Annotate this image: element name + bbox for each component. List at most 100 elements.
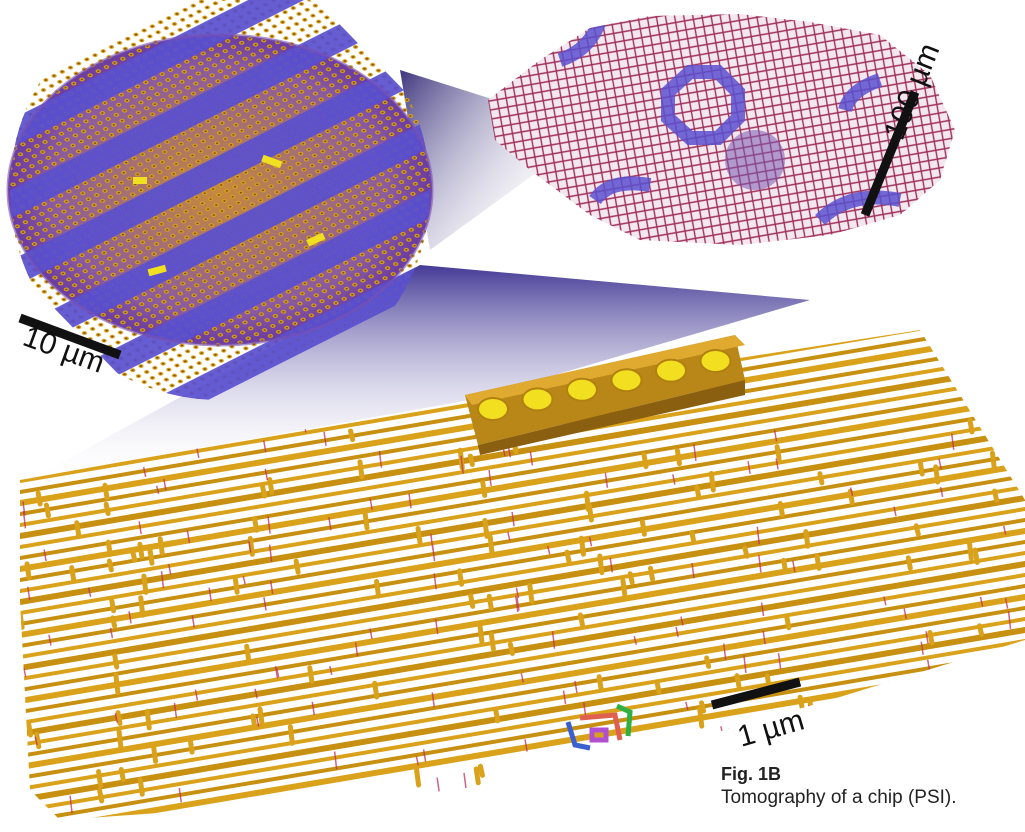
via-segment <box>903 608 907 619</box>
via-segment <box>527 582 535 604</box>
via-segment <box>142 466 147 477</box>
via-segment <box>102 482 110 501</box>
via-segment <box>114 712 119 723</box>
via-segment <box>777 653 782 669</box>
interconnect-line <box>20 540 1025 714</box>
via-segment <box>699 700 707 714</box>
via-segment <box>257 706 265 726</box>
via-segment <box>847 488 855 506</box>
via-segment <box>516 597 520 611</box>
circuit-disk-tomogram <box>6 0 434 400</box>
via-segment <box>112 653 120 670</box>
via-segment <box>515 587 520 599</box>
via-segment <box>697 706 705 729</box>
via-segment <box>756 526 760 545</box>
via-segment <box>976 623 984 637</box>
via-segment <box>130 548 138 563</box>
via-segment <box>967 418 975 435</box>
via-segment <box>151 744 159 764</box>
via-segment <box>691 562 695 579</box>
via-segment <box>436 777 440 792</box>
highlight-marker <box>261 154 283 169</box>
via-segment <box>372 680 380 700</box>
via-segment <box>694 484 702 500</box>
via-segment <box>743 655 747 674</box>
via-segment <box>468 593 476 609</box>
via-segment <box>155 485 160 495</box>
via-segment <box>242 575 246 585</box>
transistor-glyph <box>565 703 633 751</box>
via-segment <box>186 530 191 544</box>
via-segment <box>263 597 267 611</box>
bond-pad <box>521 387 554 412</box>
via-segment <box>633 635 638 645</box>
via-segment <box>913 523 921 537</box>
via-segment <box>208 587 212 602</box>
via-segment <box>675 626 679 637</box>
via-segment <box>22 510 27 529</box>
interconnect-line <box>20 660 1025 820</box>
via-segment <box>20 612 25 630</box>
via-segment <box>333 751 338 770</box>
via-segment <box>920 641 924 655</box>
via-segment <box>414 767 422 788</box>
via-segment <box>530 779 538 803</box>
via-segment <box>583 702 587 718</box>
wafer-tomogram <box>488 14 955 245</box>
via-segment <box>74 520 82 539</box>
via-segment <box>267 516 271 534</box>
via-segment <box>141 573 149 595</box>
via-segment <box>275 667 280 678</box>
via-segment <box>477 763 485 778</box>
interconnect-line <box>20 528 1025 704</box>
via-segment <box>467 453 475 468</box>
via-segment <box>1009 683 1014 694</box>
via-segment <box>639 519 647 537</box>
bond-pad <box>699 349 732 373</box>
via-segment <box>987 790 992 808</box>
via-segment <box>378 450 383 468</box>
via-segment <box>255 717 260 727</box>
via-segment <box>163 478 167 491</box>
via-segment <box>268 544 273 562</box>
via-segment <box>27 586 31 601</box>
scale-bar-10um <box>18 313 122 360</box>
bond-pad <box>566 377 598 402</box>
via-segment <box>262 440 267 453</box>
via-segment <box>704 655 712 669</box>
via-segment <box>247 535 255 557</box>
via-segment <box>460 455 464 474</box>
via-segment <box>24 561 32 581</box>
via-segment <box>762 630 766 645</box>
via-segment <box>113 672 121 696</box>
via-segment <box>475 804 483 820</box>
via-segment <box>323 431 327 446</box>
via-segment <box>1007 611 1012 630</box>
via-segment <box>434 618 439 635</box>
via-segment <box>178 788 183 803</box>
figure-caption-title: Fig. 1B <box>721 764 782 784</box>
via-segment <box>173 702 178 718</box>
via-segment <box>232 574 240 595</box>
via-segment <box>97 787 105 804</box>
via-segment <box>518 782 522 798</box>
via-segment <box>354 642 359 657</box>
via-segment <box>672 474 676 485</box>
via-segment <box>157 536 165 556</box>
via-segment <box>587 782 595 797</box>
via-segment <box>118 767 126 783</box>
interconnect-line <box>20 441 1025 615</box>
via-segment <box>965 740 969 754</box>
via-segment <box>925 631 929 644</box>
via-segment <box>923 693 931 716</box>
via-segment <box>708 470 716 493</box>
via-segment <box>694 789 702 805</box>
interconnect-line <box>20 627 1025 803</box>
via-segment <box>422 749 427 762</box>
via-segment <box>260 484 268 499</box>
via-segment <box>109 596 117 614</box>
via-segment <box>524 739 528 752</box>
via-segment <box>311 701 316 716</box>
interconnect-line <box>20 507 1025 681</box>
via-segment <box>69 795 73 814</box>
